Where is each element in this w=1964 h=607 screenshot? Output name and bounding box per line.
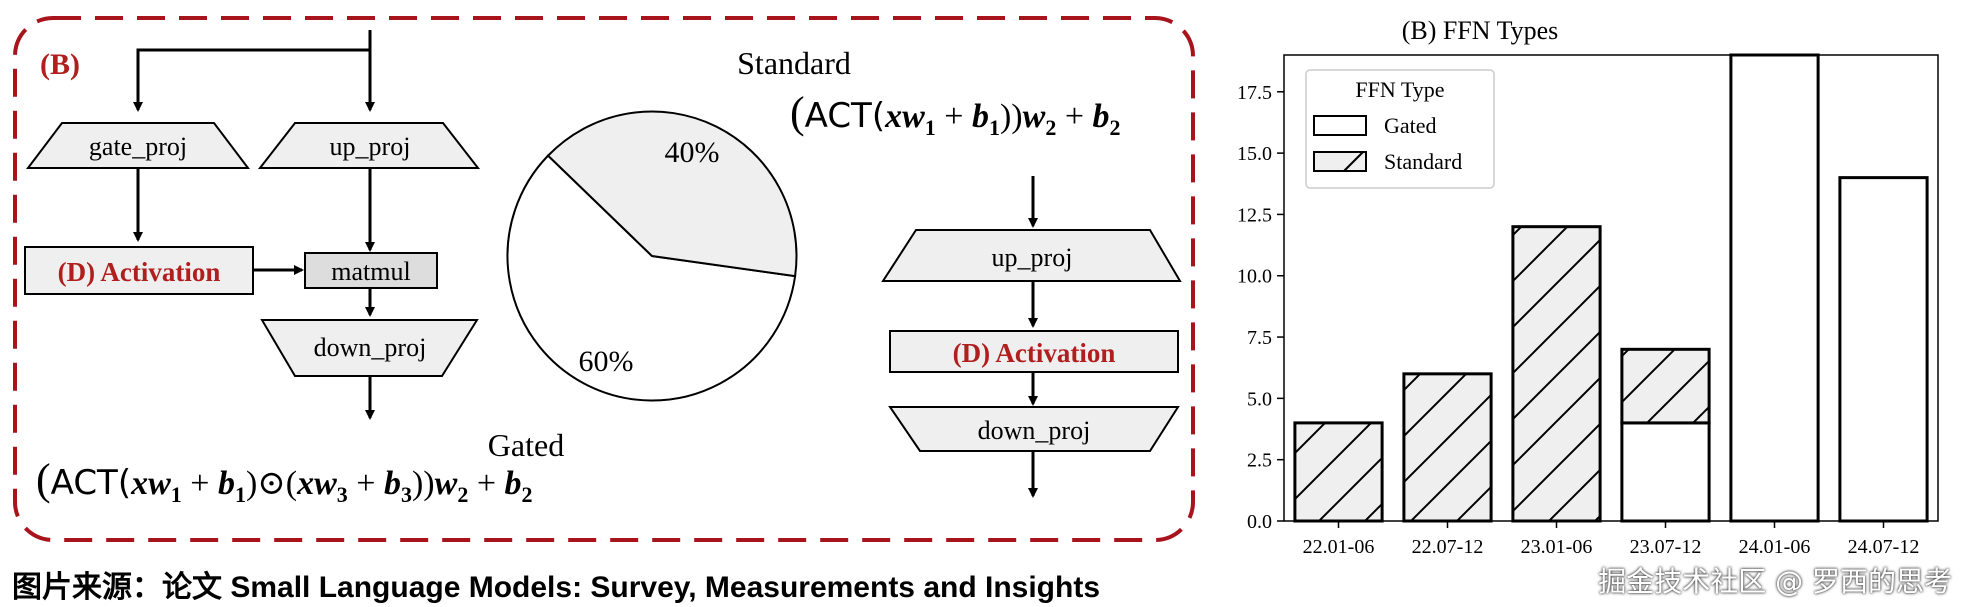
y-tick-label: 17.5 — [1237, 82, 1272, 104]
legend-swatch-gated — [1313, 115, 1367, 136]
chart-marks: 0.0 2.5 5.0 7.5 10.0 12.5 15.0 17.5 22.01-06 22.0… — [1237, 53, 1929, 558]
panel-label: (B) — [40, 48, 80, 81]
pie-slice-standard — [546, 110, 798, 278]
pie-standard-label: Standard — [737, 45, 851, 81]
bar-standard-22.01-06 — [1293, 421, 1384, 523]
right-down-proj-box: down_proj — [888, 406, 1180, 452]
ffn-type-pie: 40% 60% — [506, 110, 798, 402]
legend-label-standard: Standard — [1384, 149, 1462, 174]
legend-title: FFN Type — [1355, 77, 1444, 102]
plot-frame — [1283, 54, 1939, 522]
y-tick-label: 10.0 — [1237, 266, 1272, 288]
ffn-types-chart: (B) FFN Types 0.0 2.5 5.0 7.5 10.0 12.5 15.0 17… — [1237, 16, 1939, 558]
watermark: 掘金技术社区 @ 罗西的思考 — [1598, 565, 1952, 598]
bar-standard-23.01-06 — [1511, 225, 1602, 523]
up-proj-box: up_proj — [257, 122, 481, 169]
x-tick-label: 24.01-06 — [1739, 536, 1811, 558]
bar-standard-23.07-12 — [1620, 347, 1711, 425]
matmul-box: matmul — [304, 252, 438, 289]
chart-title: (B) FFN Types — [1402, 16, 1559, 45]
activation-box: (D) Activation — [24, 246, 254, 295]
figure-caption: 图片来源：论文 Small Language Models: Survey, M… — [12, 571, 1100, 604]
y-tick-label: 7.5 — [1247, 327, 1272, 349]
x-tick-label: 23.07-12 — [1630, 536, 1702, 558]
pie-slice-gated — [506, 154, 797, 402]
standard-formula: (ACT(xw1 + b1))w2 + b2 — [790, 88, 1121, 140]
legend-swatch-standard — [1313, 151, 1367, 172]
pie-standard-pct: 40% — [665, 136, 720, 169]
down-proj-label: down_proj — [314, 333, 427, 362]
input-connector — [133, 30, 372, 112]
up-proj-label: up_proj — [330, 132, 411, 161]
pie-gated-label: Gated — [488, 427, 564, 463]
y-tick-label: 2.5 — [1247, 450, 1272, 472]
gated-formula: (ACT(xw1 + b1)⊙(xw3 + b3))w2 + b2 — [36, 455, 533, 507]
x-tick-label: 23.01-06 — [1521, 536, 1593, 558]
gate-proj-box: gate_proj — [25, 122, 251, 169]
down-proj-box: down_proj — [260, 319, 479, 377]
x-tick-label: 22.01-06 — [1303, 536, 1375, 558]
matmul-label: matmul — [331, 257, 410, 286]
bar-gated-24.07-12 — [1838, 176, 1929, 523]
right-up-proj-label: up_proj — [992, 243, 1073, 272]
ffn-diagram: (B) gate_proj up_proj (D) Activation — [13, 16, 1195, 542]
dashed-frame — [13, 16, 1195, 542]
y-tick-label: 5.0 — [1247, 388, 1272, 410]
x-tick-label: 22.07-12 — [1412, 536, 1484, 558]
bar-standard-22.07-12 — [1402, 372, 1493, 523]
right-up-proj-box: up_proj — [881, 229, 1182, 282]
x-tick-label: 24.07-12 — [1848, 536, 1920, 558]
legend-label-gated: Gated — [1384, 113, 1437, 138]
y-tick-label: 12.5 — [1237, 204, 1272, 226]
pie-gated-pct: 60% — [579, 345, 634, 378]
right-activation-box: (D) Activation — [889, 330, 1179, 373]
legend-swatch-standard-hatch — [1343, 151, 1364, 172]
chart-legend: FFN Type Gated Standard — [1305, 69, 1495, 189]
activation-label: (D) Activation — [58, 257, 221, 287]
y-tick-label: 0.0 — [1247, 511, 1272, 533]
bar-gated-23.07-12 — [1620, 421, 1711, 523]
bar-gated-24.01-06 — [1729, 53, 1820, 523]
right-down-proj-label: down_proj — [978, 416, 1091, 445]
gate-proj-label: gate_proj — [89, 132, 187, 161]
right-activation-label: (D) Activation — [953, 338, 1116, 368]
y-tick-label: 15.0 — [1237, 143, 1272, 165]
